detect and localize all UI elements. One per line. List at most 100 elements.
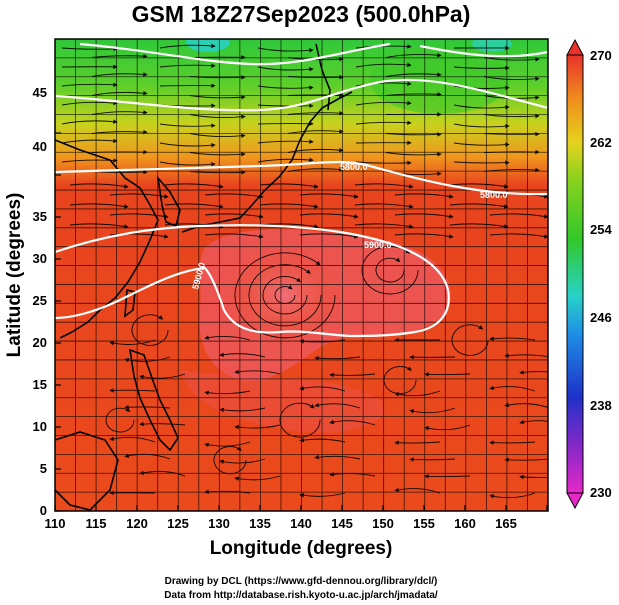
y-tick-label: 35	[33, 209, 47, 224]
streamline	[355, 120, 412, 125]
streamline	[287, 110, 344, 116]
streamline	[287, 167, 344, 172]
colorbar-tick-label: 238	[590, 398, 612, 413]
streamline	[504, 457, 548, 463]
x-tick-label: 145	[331, 516, 353, 531]
streamline	[61, 158, 118, 163]
x-tick-label: 125	[167, 516, 189, 531]
contour-north-c	[419, 44, 548, 58]
streamline	[489, 233, 548, 239]
streamline	[385, 72, 442, 77]
streamline	[189, 75, 246, 80]
streamline-vortex	[361, 245, 419, 295]
x-tick-label: 110	[45, 516, 66, 531]
streamline	[483, 167, 540, 173]
streamline	[409, 457, 456, 462]
wind-streamlines	[61, 43, 548, 499]
streamline	[61, 138, 118, 144]
streamline	[299, 193, 359, 199]
streamline	[489, 440, 536, 445]
streamline	[257, 66, 314, 72]
x-tick-label: 165	[495, 516, 517, 531]
streamline-vortex	[248, 264, 322, 327]
streamline	[287, 74, 344, 80]
credit-line-1: Drawing by DCL (https://www.gfd-dennou.o…	[165, 576, 438, 587]
x-tick-labels: 110 115 120 125 130 135 140 145 150 155 …	[45, 516, 517, 531]
streamline	[299, 437, 346, 443]
streamline	[91, 129, 148, 135]
streamline	[109, 339, 156, 346]
x-tick-label: 130	[208, 516, 230, 531]
streamline-vortex	[279, 402, 321, 438]
colorbar-tick-label: 246	[590, 310, 612, 325]
streamline	[91, 149, 148, 155]
colorbar-tick-label: 254	[590, 222, 612, 237]
contour-label: 5800.0	[480, 190, 508, 200]
streamline	[394, 487, 441, 494]
y-tick-label: 30	[33, 251, 47, 266]
cyan-cold-spot-east	[472, 39, 512, 52]
streamline	[449, 223, 509, 229]
streamline	[483, 113, 540, 119]
streamline	[329, 419, 376, 426]
streamline	[329, 472, 376, 477]
streamline-vortex	[131, 314, 169, 346]
streamline	[257, 139, 314, 144]
streamline	[219, 352, 266, 358]
streamline	[109, 388, 156, 393]
streamline	[483, 149, 540, 155]
credit-line-2: Data from http://database.rish.kyoto-u.a…	[164, 590, 438, 601]
streamline	[91, 90, 148, 96]
streamline	[204, 335, 251, 341]
y-axis-label: Latitude (degrees)	[4, 193, 25, 358]
streamline-vortex	[451, 324, 489, 356]
streamline	[69, 203, 129, 209]
streamline	[69, 223, 129, 229]
streamline	[394, 213, 454, 219]
streamline	[394, 390, 441, 397]
streamline	[314, 454, 361, 460]
streamline	[124, 453, 171, 460]
streamline	[159, 123, 216, 128]
streamline	[164, 203, 224, 209]
y-tick-labels: 0 5 10 15 20 25 30 35 40 45	[33, 85, 47, 518]
streamline-vortex	[105, 407, 135, 433]
streamline	[204, 193, 264, 199]
x-tick-label: 135	[249, 516, 271, 531]
streamline	[519, 370, 548, 375]
streamline	[61, 82, 118, 87]
y-tick-label: 0	[40, 503, 47, 518]
streamline	[189, 95, 246, 100]
colorbar-tick-label: 262	[590, 135, 612, 150]
y-tick-label: 25	[33, 293, 47, 308]
contour-north-a	[55, 78, 548, 112]
streamline	[314, 402, 361, 409]
cyan-cold-spot-west	[186, 39, 230, 52]
contour-label: 5900.0	[364, 240, 392, 250]
streamline	[329, 372, 376, 378]
streamline	[234, 369, 281, 375]
streamline	[259, 183, 319, 189]
streamline	[234, 475, 281, 481]
streamline	[189, 114, 246, 120]
streamline	[109, 213, 169, 219]
streamline	[453, 65, 510, 71]
streamline	[453, 160, 510, 165]
coastline-korea	[156, 175, 181, 228]
streamline	[424, 424, 471, 431]
streamline	[159, 161, 216, 167]
streamline	[219, 407, 266, 413]
streamline	[299, 492, 346, 498]
streamline-vortex	[274, 284, 296, 305]
streamline	[159, 43, 216, 49]
colorbar-top-arrow	[566, 38, 584, 56]
streamline	[91, 72, 148, 77]
contour-north-b	[79, 42, 391, 66]
streamline	[299, 385, 346, 392]
streamline	[394, 440, 441, 445]
streamline	[139, 470, 186, 477]
streamline	[61, 119, 118, 125]
streamline	[164, 183, 224, 189]
coastline-japan	[181, 91, 353, 233]
streamline	[355, 81, 412, 87]
